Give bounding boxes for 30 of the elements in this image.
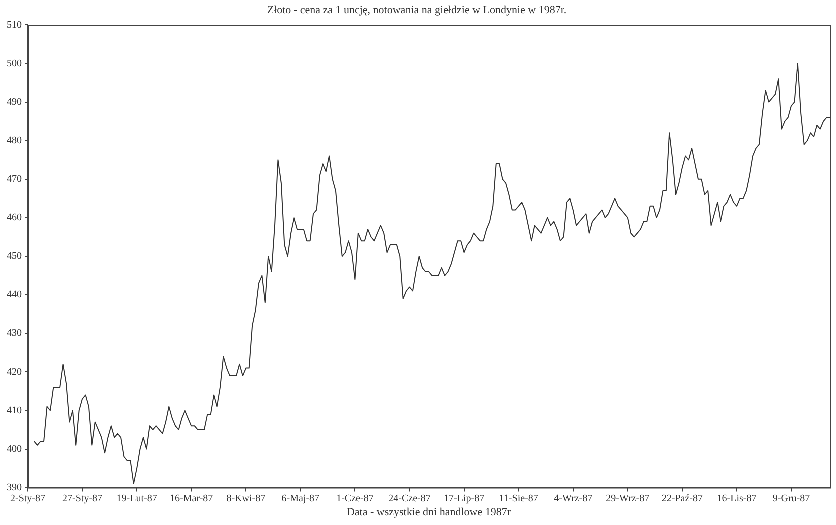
x-tick-label: 2-Sty-87 <box>10 493 46 504</box>
y-tick-label: 480 <box>7 135 22 146</box>
y-tick-label: 450 <box>7 251 22 262</box>
x-tick-label: 24-Cze-87 <box>388 493 431 504</box>
y-tick-label: 490 <box>7 96 22 108</box>
y-tick-label: 510 <box>7 20 22 31</box>
y-tick-label: 430 <box>7 328 22 340</box>
x-axis-title: Data - wszystkie dni handlowe 1987r <box>346 506 512 518</box>
x-tick-label: 16-Mar-87 <box>170 493 214 504</box>
x-tick-label: 17-Lip-87 <box>444 493 485 504</box>
x-tick-label: 6-Maj-87 <box>282 493 320 504</box>
x-tick-label: 8-Kwi-87 <box>226 493 266 504</box>
y-tick-label: 410 <box>7 405 22 416</box>
x-tick-label: 16-Lis-87 <box>717 493 757 504</box>
y-tick-label: 400 <box>7 444 22 455</box>
x-tick-label: 29-Wrz-87 <box>606 493 650 504</box>
y-tick-label: 440 <box>7 290 22 301</box>
y-tick-label: 470 <box>7 174 22 186</box>
chart-title: Złoto - cena za 1 uncję, notowania na giełdzie w Londynie w 1987r. <box>267 4 567 16</box>
x-tick-label: 22-Paź-87 <box>662 493 703 504</box>
y-tick-label: 420 <box>7 366 22 378</box>
x-tick-label: 11-Sie-87 <box>499 493 538 504</box>
x-tick-label: 1-Cze-87 <box>336 493 374 504</box>
x-tick-label: 19-Lut-87 <box>116 493 158 504</box>
x-tick-label: 4-Wrz-87 <box>554 493 593 504</box>
y-tick-label: 500 <box>7 58 22 70</box>
y-tick-label: 460 <box>7 212 22 224</box>
x-tick-label: 9-Gru-87 <box>772 493 810 504</box>
x-tick-label: 27-Sty-87 <box>62 493 103 504</box>
y-tick-label: 390 <box>7 482 22 494</box>
